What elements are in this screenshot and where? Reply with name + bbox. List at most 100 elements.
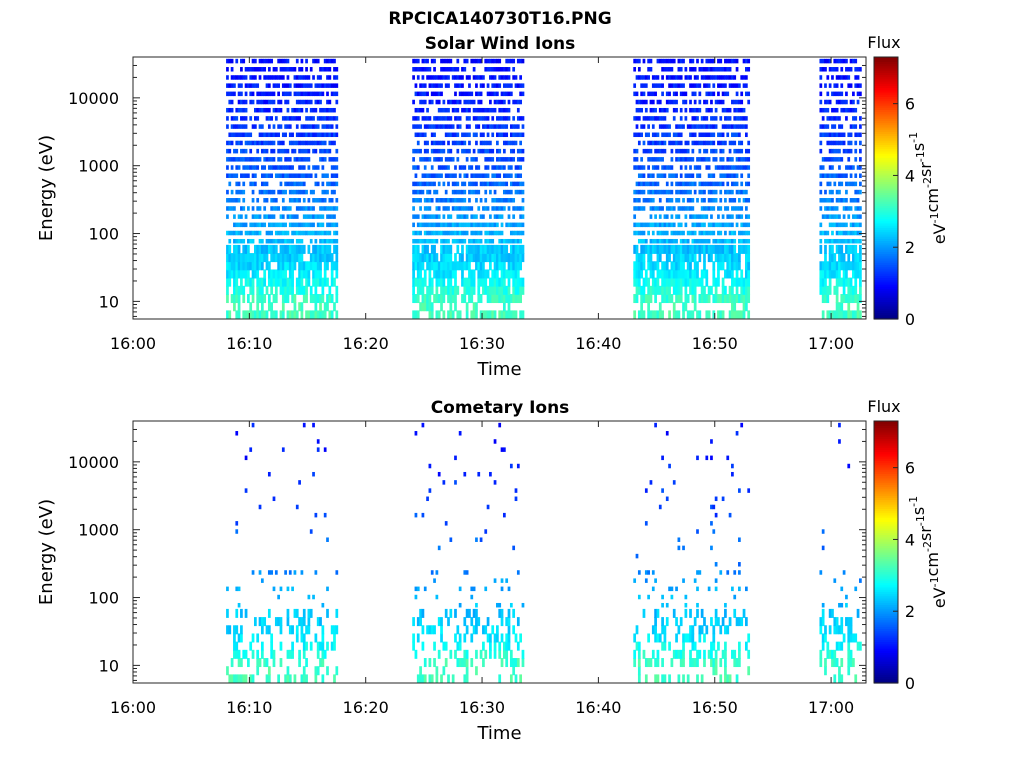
heatmap-cell <box>728 674 732 684</box>
heatmap-cell <box>663 269 667 279</box>
heatmap-cell <box>265 75 269 80</box>
heatmap-cell <box>300 157 304 162</box>
heatmap-cell <box>493 107 497 113</box>
heatmap-cell <box>451 230 455 236</box>
heatmap-cell <box>463 261 467 271</box>
heatmap-cell <box>519 238 523 244</box>
heatmap-cell <box>435 222 439 228</box>
colorbar-band <box>874 523 898 527</box>
heatmap-cell <box>828 140 832 146</box>
heatmap-cell <box>724 269 727 279</box>
heatmap-cell <box>270 140 274 146</box>
heatmap-cell <box>235 116 239 121</box>
heatmap-cell <box>254 75 257 80</box>
colorbar-band <box>874 177 898 180</box>
heatmap-cell <box>288 206 292 211</box>
colorbar-band <box>874 288 898 292</box>
colorbar-band <box>874 543 898 547</box>
heatmap-cell <box>854 157 858 162</box>
heatmap-cell <box>454 608 457 618</box>
heatmap-cell <box>824 58 827 64</box>
heatmap-cell <box>335 157 339 162</box>
colorbar-band <box>874 91 898 95</box>
heatmap-cell <box>493 58 497 64</box>
colorbar-band <box>874 314 898 318</box>
heatmap-cell <box>745 165 748 170</box>
heatmap-cell <box>707 83 711 88</box>
heatmap-cell <box>726 455 730 461</box>
heatmap-cell <box>507 58 511 64</box>
heatmap-cell <box>656 83 660 88</box>
heatmap-cell <box>240 99 243 105</box>
heatmap-cell <box>712 83 716 88</box>
heatmap-cell <box>821 545 825 551</box>
heatmap-cell <box>444 165 448 170</box>
heatmap-cell <box>856 206 860 211</box>
heatmap-cell <box>465 261 469 271</box>
colorbar-band <box>874 207 898 211</box>
heatmap-cell <box>633 58 637 64</box>
colorbar-band <box>874 637 898 640</box>
heatmap-cell <box>719 165 723 170</box>
heatmap-cell <box>454 277 457 287</box>
heatmap-cell <box>703 198 706 203</box>
heatmap-cell <box>295 625 299 635</box>
heatmap-cell <box>731 165 734 170</box>
heatmap-cell <box>700 294 704 304</box>
heatmap-cell <box>668 140 671 146</box>
heatmap-cell <box>256 206 260 211</box>
heatmap-cell <box>256 116 260 121</box>
heatmap-cell <box>235 625 239 635</box>
heatmap-cell <box>665 107 669 113</box>
heatmap-cell <box>845 116 848 121</box>
heatmap-cell <box>698 253 702 263</box>
heatmap-cell <box>228 674 232 684</box>
heatmap-cell <box>670 140 674 146</box>
heatmap-cell <box>463 658 467 668</box>
heatmap-cell <box>226 75 229 80</box>
colorbar-band <box>874 308 898 311</box>
heatmap-cell <box>419 132 422 138</box>
colorbar-band <box>874 499 898 503</box>
heatmap-cell <box>477 471 481 477</box>
heatmap-cell <box>230 269 234 279</box>
heatmap-cell <box>316 294 320 304</box>
heatmap-cell <box>298 206 301 211</box>
heatmap-cell <box>847 633 851 643</box>
heatmap-cell <box>637 253 641 263</box>
heatmap-cell <box>668 285 671 295</box>
heatmap-cell <box>272 269 276 279</box>
heatmap-cell <box>323 269 327 279</box>
heatmap-cell <box>316 269 320 279</box>
heatmap-cell <box>426 230 429 236</box>
heatmap-cell <box>496 198 499 203</box>
heatmap-cell <box>421 261 425 271</box>
heatmap-cell <box>845 181 848 187</box>
heatmap-cell <box>302 608 306 618</box>
heatmap-cell <box>279 238 283 244</box>
heatmap-cell <box>286 148 290 154</box>
heatmap-cell <box>496 294 499 304</box>
heatmap-cell <box>726 165 730 170</box>
heatmap-cell <box>819 58 823 64</box>
heatmap-cell <box>479 230 483 236</box>
heatmap-cell <box>437 214 441 219</box>
heatmap-cell <box>288 124 292 129</box>
heatmap-cell <box>521 181 525 187</box>
heatmap-cell <box>430 674 434 684</box>
heatmap-cell <box>430 91 434 97</box>
heatmap-cell <box>516 238 520 244</box>
heatmap-cell <box>267 140 271 146</box>
heatmap-cell <box>321 625 325 635</box>
heatmap-cell <box>235 140 239 146</box>
heatmap-cell <box>668 277 671 287</box>
heatmap-cell <box>333 83 336 88</box>
heatmap-cell <box>516 132 520 138</box>
heatmap-cell <box>475 230 478 236</box>
heatmap-cell <box>714 253 718 263</box>
heatmap-cell <box>321 83 325 88</box>
heatmap-cell <box>335 116 339 121</box>
heatmap-cell <box>824 206 827 211</box>
heatmap-cell <box>256 666 260 676</box>
colorbar-band <box>874 621 898 625</box>
